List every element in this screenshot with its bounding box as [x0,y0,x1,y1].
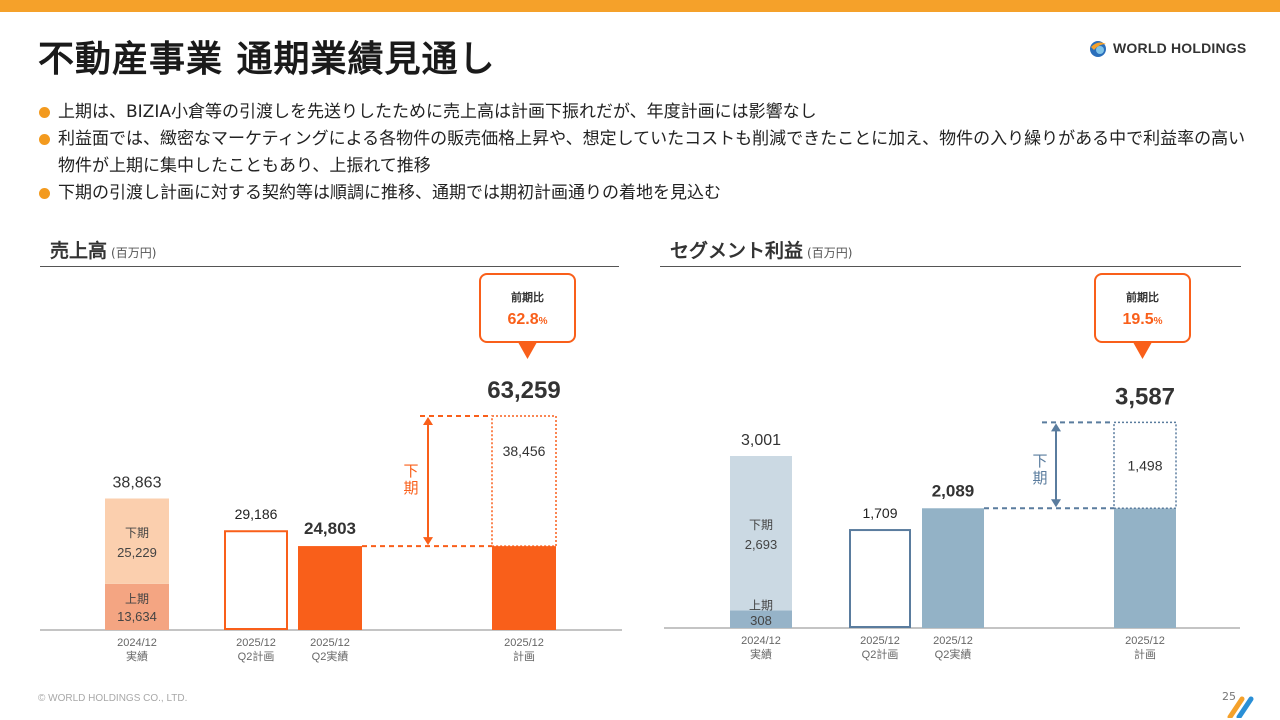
bar-h2-2024-actual [105,498,169,584]
data-label-q2-actual: 24,803 [304,519,356,538]
data-label-plan-total: 63,259 [487,377,560,404]
category-label: 2025/12 [504,637,544,649]
bar-plan-h1 [1114,508,1176,628]
data-label-h1: 308 [750,613,772,628]
bracket-arrowhead-down [423,537,433,546]
callout-label: 前期比 [1126,290,1159,304]
category-label: 実績 [750,647,772,661]
category-label: 計画 [513,649,535,663]
bracket-arrowhead-up [423,416,433,425]
data-label-h1: 13,634 [117,609,157,624]
callout-suffix: % [539,316,548,327]
bullet-item: 利益面では、緻密なマーケティングによる各物件の販売価格上昇や、想定していたコスト… [38,126,1253,180]
bullet-list: 上期は、BIZIA小倉等の引渡しを先送りしたために売上高は計画下振れだが、年度計… [38,99,1253,207]
callout-value: 62.8% [507,311,547,328]
bracket-label: 期 [403,480,418,497]
page-title: 不動産事業 通期業績見通し [38,39,496,80]
bar-q2-actual [922,508,984,628]
bar-h2-2024-actual [730,456,792,611]
segment-label-h2: 下期 [125,526,149,540]
data-label-h2: 2,693 [745,537,778,552]
top-accent-bar [0,0,1280,12]
bar-h1-2024-actual [730,610,792,628]
category-label: 2025/12 [310,637,350,649]
data-label-q2-plan: 1,709 [862,505,897,521]
callout-suffix: % [1154,316,1163,327]
data-label-total: 38,863 [113,475,162,492]
data-label-plan-h2: 38,456 [503,443,546,459]
data-label-q2-plan: 29,186 [235,506,278,522]
category-label: 2025/12 [933,635,973,647]
category-label: Q2実績 [312,649,349,663]
category-label: Q2計画 [238,649,275,663]
category-label: 2025/12 [860,635,900,647]
category-label: Q2実績 [935,647,972,661]
bracket-arrowhead-down [1051,499,1061,508]
logo-icon [1088,38,1108,58]
data-label-plan-h2: 1,498 [1127,457,1162,473]
data-label-h2: 25,229 [117,545,157,560]
bracket-label: 期 [1032,470,1047,487]
callout-box [1094,273,1191,343]
category-label: 実績 [126,649,148,663]
bracket-arrowhead-up [1051,423,1061,432]
bracket-label: 下 [403,463,418,480]
callout-pointer [518,343,537,359]
copyright-footer: © WORLD HOLDINGS CO., LTD. [38,693,188,704]
bar-q2-actual [298,546,362,630]
bar-q2-plan [224,530,288,631]
sales-unit: (百万円) [111,246,157,260]
data-label-total: 3,001 [741,432,781,449]
segment-label-h2: 下期 [749,518,773,532]
profit-section-divider [660,266,1241,267]
category-label: 計画 [1134,647,1156,661]
data-label-plan-total: 3,587 [1115,383,1175,410]
callout-pointer [1133,343,1152,359]
bar-plan-h2 [491,415,557,547]
bracket-label: 下 [1032,453,1047,470]
sales-section-title: 売上高 (百万円) [50,236,156,263]
segment-label-h1: 上期 [125,592,149,606]
profit-unit: (百万円) [807,246,853,260]
data-label-q2-actual: 2,089 [932,481,975,500]
bar-q2-plan [849,529,911,629]
bullet-item: 上期は、BIZIA小倉等の引渡しを先送りしたために売上高は計画下振れだが、年度計… [38,99,1253,126]
company-logo: WORLD HOLDINGS [1088,36,1246,60]
profit-title-text: セグメント利益 [670,240,804,262]
category-label: 2025/12 [1125,635,1165,647]
logo-text: WORLD HOLDINGS [1113,40,1247,56]
bar-h1-2024-actual [105,583,169,630]
profit-section-title: セグメント利益 (百万円) [670,236,852,263]
page-number: 25 [1222,690,1236,703]
category-label: Q2計画 [862,647,899,661]
category-label: 2024/12 [117,637,157,649]
callout-value: 19.5% [1122,311,1162,328]
category-label: 2024/12 [741,635,781,647]
bar-plan-h2 [1113,421,1177,510]
callout-box [479,273,576,343]
bar-plan-h1 [492,546,556,630]
callout-label: 前期比 [511,290,544,304]
bullet-item: 下期の引渡し計画に対する契約等は順調に推移、通期では期初計画通りの着地を見込む [38,180,1253,207]
corner-logo-icon [1227,696,1254,718]
sales-section-divider [40,266,619,267]
segment-label-h1: 上期 [749,598,773,612]
sales-title-text: 売上高 [50,240,108,262]
category-label: 2025/12 [236,637,276,649]
